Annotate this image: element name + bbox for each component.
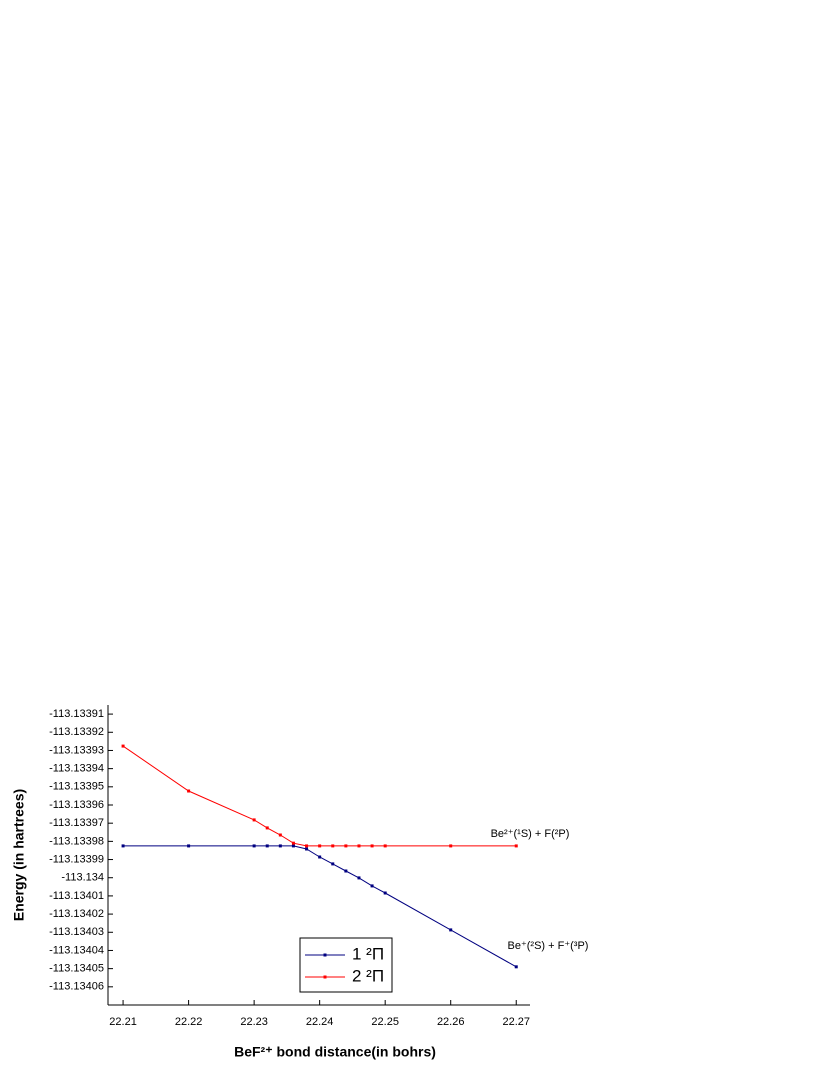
data-point: [357, 844, 361, 848]
y-tick-label: -113.13391: [49, 708, 104, 720]
legend-label: 1 ²Π: [352, 944, 384, 963]
y-tick-label: -113.13399: [49, 853, 104, 865]
x-tick-label: 22.22: [175, 1016, 203, 1028]
data-point: [344, 844, 348, 848]
x-tick-label: 22.24: [306, 1016, 334, 1028]
data-point: [370, 884, 374, 888]
data-point: [331, 862, 335, 866]
y-tick-label: -113.13396: [49, 799, 104, 811]
series-line: [122, 745, 517, 847]
data-point: [514, 965, 518, 969]
data-point: [318, 844, 322, 848]
data-point: [121, 744, 125, 748]
data-point: [278, 833, 282, 837]
y-tick-label: -113.13404: [49, 944, 104, 956]
data-point: [305, 847, 309, 851]
y-tick-label: -113.134: [61, 872, 104, 884]
x-axis-title: BeF²⁺ bond distance(in bohrs): [234, 1044, 436, 1060]
data-point: [291, 841, 295, 845]
y-tick-label: -113.13395: [49, 781, 104, 793]
data-point: [121, 844, 125, 848]
x-tick-label: 22.27: [502, 1016, 530, 1028]
data-point: [383, 891, 387, 895]
y-axis-title: Energy (in hartrees): [11, 789, 27, 921]
data-point: [370, 844, 374, 848]
data-point: [357, 876, 361, 880]
x-tick-label: 22.21: [109, 1016, 137, 1028]
y-tick-label: -113.13394: [49, 763, 104, 775]
data-point: [252, 844, 256, 848]
data-point: [331, 844, 335, 848]
legend: [299, 937, 393, 993]
annotation: Be²⁺(¹S) + F(²P): [491, 828, 570, 840]
legend-marker: [323, 953, 327, 957]
y-tick-label: -113.13402: [49, 908, 104, 920]
data-point: [383, 844, 387, 848]
legend-label: 2 ²Π: [352, 966, 384, 985]
data-point: [187, 844, 191, 848]
data-point: [449, 928, 453, 932]
x-tick-label: 22.26: [437, 1016, 465, 1028]
data-point: [265, 826, 269, 830]
data-point: [265, 844, 269, 848]
data-point: [305, 844, 309, 848]
data-point: [187, 789, 191, 793]
data-point: [344, 869, 348, 873]
x-tick-label: 22.23: [240, 1016, 268, 1028]
data-point: [514, 844, 518, 848]
data-point: [318, 855, 322, 859]
y-tick-label: -113.13393: [49, 744, 104, 756]
y-tick-label: -113.13397: [49, 817, 104, 829]
y-tick-label: -113.13403: [49, 926, 104, 938]
data-point: [278, 844, 282, 848]
data-point: [291, 844, 295, 848]
y-tick-label: -113.13405: [49, 963, 104, 975]
x-tick-label: 22.25: [371, 1016, 399, 1028]
data-point: [449, 844, 453, 848]
y-tick-label: -113.13406: [49, 981, 104, 993]
annotation: Be⁺(²S) + F⁺(³P): [508, 940, 589, 952]
y-tick-label: -113.13392: [49, 726, 104, 738]
data-point: [252, 818, 256, 822]
y-tick-label: -113.13401: [49, 890, 104, 902]
legend-marker: [323, 975, 327, 979]
y-tick-label: -113.13398: [49, 835, 104, 847]
